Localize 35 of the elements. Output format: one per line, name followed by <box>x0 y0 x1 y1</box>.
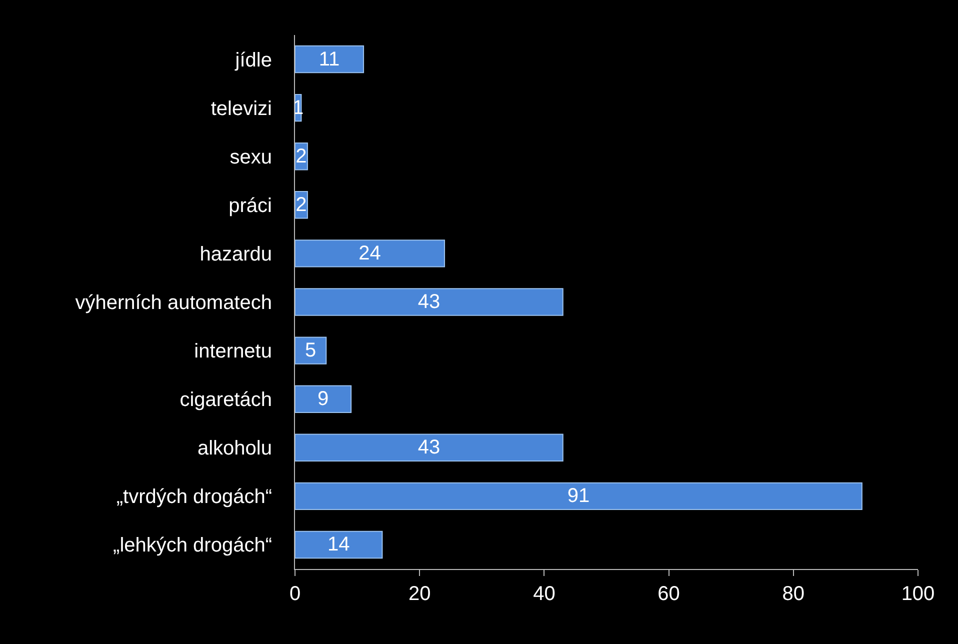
data-label: 2 <box>296 145 307 168</box>
x-tick-label: 40 <box>533 583 556 605</box>
y-tick-label: sexu <box>230 146 272 168</box>
data-label: 43 <box>418 291 440 313</box>
y-tick-label: „tvrdých drogách“ <box>116 486 272 508</box>
y-tick-label: alkoholu <box>197 438 272 460</box>
y-tick-label: hazardu <box>200 243 272 266</box>
x-tick-label: 100 <box>901 583 935 605</box>
y-tick-label: práci <box>228 194 272 217</box>
y-tick-label: „lehkých drogách“ <box>113 534 272 557</box>
data-label: 24 <box>358 242 381 264</box>
data-label: 91 <box>567 485 590 508</box>
x-tick-label: 80 <box>782 583 805 605</box>
bar <box>295 482 862 510</box>
y-tick-label: jídle <box>234 49 272 72</box>
data-label: 11 <box>318 48 340 70</box>
bar <box>295 336 327 364</box>
bar <box>295 45 364 74</box>
y-tick-label: internetu <box>194 340 272 363</box>
bar <box>295 240 446 268</box>
y-tick-label: výherních automatech <box>75 292 272 314</box>
y-tick-label: televizi <box>210 98 272 120</box>
bar <box>295 530 383 559</box>
bar <box>295 385 352 413</box>
data-label: 5 <box>305 340 316 362</box>
x-tick-label: 0 <box>289 583 301 605</box>
y-tick-label: cigaretách <box>180 389 272 412</box>
data-label: 43 <box>418 436 440 459</box>
data-label: 9 <box>317 388 329 410</box>
x-tick-label: 20 <box>408 583 431 605</box>
data-label: 14 <box>327 534 350 556</box>
bar <box>295 434 564 462</box>
x-tick-label: 60 <box>658 583 680 605</box>
data-label: 2 <box>296 194 307 216</box>
bar <box>295 288 564 316</box>
